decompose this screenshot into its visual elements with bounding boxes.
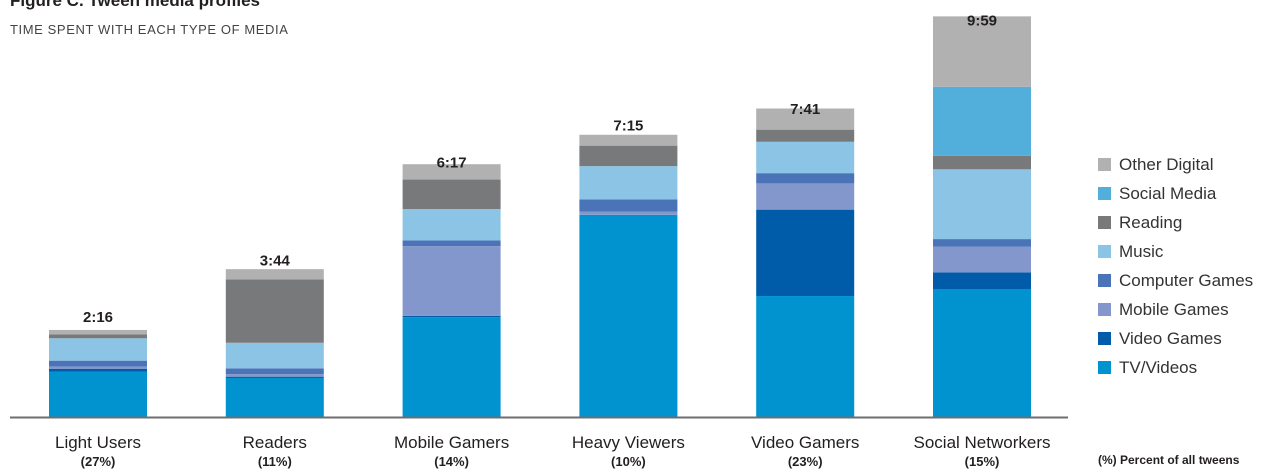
legend-item-music: Music <box>1098 237 1253 266</box>
legend-item-other-digital: Other Digital <box>1098 150 1253 179</box>
legend-item-mobile-games: Mobile Games <box>1098 295 1253 324</box>
bar-segment-social-networkers-reading <box>933 155 1031 170</box>
bar-segment-light-users-computer-games <box>49 360 147 367</box>
bar-segment-mobile-gamers-video-games <box>402 315 501 318</box>
legend-swatch-music <box>1098 245 1111 258</box>
bar-segment-heavy-viewers-reading <box>579 145 678 167</box>
bar-segment-video-gamers-computer-games <box>756 173 855 184</box>
bar-segment-light-users-mobile-games <box>49 366 147 369</box>
bar-segment-heavy-viewers-music <box>579 166 678 200</box>
bar-segment-social-networkers-computer-games <box>933 239 1031 247</box>
category-percent-video-gamers: (23%) <box>788 454 823 469</box>
legend: Other Digital Social Media Reading Music Com… <box>1098 150 1253 382</box>
bar-segment-video-gamers-mobile-games <box>756 183 855 210</box>
legend-item-social-media: Social Media <box>1098 179 1253 208</box>
bar-segment-video-gamers-music <box>756 141 855 174</box>
chart-subtitle: TIME SPENT WITH EACH TYPE OF MEDIA <box>10 22 289 37</box>
legend-label: Video Games <box>1119 328 1222 348</box>
category-label-mobile-gamers: Mobile Gamers <box>394 433 509 452</box>
total-label-social-networkers: 9:59 <box>967 13 997 30</box>
category-percent-mobile-gamers: (14%) <box>434 454 469 469</box>
bar-segment-readers-other-digital <box>225 269 324 280</box>
chart-title: Figure C. Tween media profiles <box>10 0 261 10</box>
bar-segment-mobile-gamers-reading <box>402 179 501 209</box>
category-label-social-networkers: Social Networkers <box>914 433 1051 452</box>
bar-segment-readers-tv-videos <box>225 377 324 417</box>
bar-segment-social-networkers-music <box>933 169 1031 240</box>
legend-swatch-tv-videos <box>1098 361 1111 374</box>
bar-segment-video-gamers-tv-videos <box>756 296 855 417</box>
bar-segment-light-users-other-digital <box>49 329 147 335</box>
bar-segment-mobile-gamers-other-digital <box>402 164 501 180</box>
legend-item-computer-games: Computer Games <box>1098 266 1253 295</box>
legend-swatch-computer-games <box>1098 274 1111 287</box>
category-percent-social-networkers: (15%) <box>965 454 1000 469</box>
bar-segment-light-users-tv-videos <box>49 371 147 417</box>
legend-label: Mobile Games <box>1119 299 1229 319</box>
bar-segment-video-gamers-reading <box>756 129 855 142</box>
legend-swatch-other-digital <box>1098 158 1111 171</box>
percent-note: (%) Percent of all tweens <box>1098 453 1240 467</box>
legend-item-reading: Reading <box>1098 208 1253 237</box>
bar-segment-mobile-gamers-computer-games <box>402 240 501 247</box>
bar-segment-readers-video-games <box>225 376 324 378</box>
bar-segment-mobile-gamers-music <box>402 209 501 241</box>
bar-segment-heavy-viewers-other-digital <box>579 134 678 146</box>
bar-segment-readers-reading <box>225 279 324 343</box>
legend-swatch-mobile-games <box>1098 303 1111 316</box>
legend-item-video-games: Video Games <box>1098 324 1253 353</box>
category-label-video-gamers: Video Gamers <box>751 433 859 452</box>
bar-segment-light-users-video-games <box>49 369 147 372</box>
legend-label: Social Media <box>1119 183 1217 203</box>
bar-segment-video-gamers-other-digital <box>756 108 855 130</box>
total-label-video-gamers: 7:41 <box>790 101 820 118</box>
legend-item-tv-videos: TV/Videos <box>1098 353 1253 382</box>
legend-label: Other Digital <box>1119 154 1214 174</box>
bar-segment-social-networkers-video-games <box>933 272 1031 289</box>
bar-segment-heavy-viewers-mobile-games <box>579 211 678 215</box>
category-label-readers: Readers <box>243 433 307 452</box>
bar-segment-light-users-music <box>49 338 147 361</box>
legend-swatch-video-games <box>1098 332 1111 345</box>
legend-label: Computer Games <box>1119 270 1254 290</box>
bar-segment-video-gamers-video-games <box>756 209 855 297</box>
bar-segment-readers-mobile-games <box>225 374 324 377</box>
category-percent-readers: (11%) <box>258 454 292 469</box>
total-label-mobile-gamers: 6:17 <box>437 155 467 172</box>
bar-segment-social-networkers-tv-videos <box>933 289 1031 417</box>
legend-label: TV/Videos <box>1119 357 1198 377</box>
category-percent-heavy-viewers: (10%) <box>611 454 646 469</box>
legend-swatch-reading <box>1098 216 1111 229</box>
bar-segment-mobile-gamers-tv-videos <box>402 317 501 417</box>
category-percent-light-users: (27%) <box>81 454 116 469</box>
bar-segment-readers-computer-games <box>225 368 324 375</box>
bar-segment-heavy-viewers-computer-games <box>579 199 678 212</box>
bar-segment-social-networkers-social-media <box>933 86 1031 156</box>
stacked-bar-chart: 2:16 Light Users (27%) 3:44 Readers (11%) 6:17… <box>10 13 1068 469</box>
total-label-light-users: 2:16 <box>83 309 113 326</box>
bar-segment-readers-music <box>225 342 324 369</box>
bar-segment-light-users-reading <box>49 334 147 339</box>
category-label-light-users: Light Users <box>55 433 141 452</box>
total-label-readers: 3:44 <box>260 253 291 270</box>
legend-label: Reading <box>1119 212 1183 232</box>
bar-segment-social-networkers-other-digital <box>933 16 1031 87</box>
bar-segment-social-networkers-mobile-games <box>933 246 1031 273</box>
category-label-heavy-viewers: Heavy Viewers <box>572 433 685 452</box>
legend-swatch-social-media <box>1098 187 1111 200</box>
legend-label: Music <box>1119 241 1164 261</box>
bar-segment-heavy-viewers-tv-videos <box>579 214 678 417</box>
bar-segment-mobile-gamers-mobile-games <box>402 246 501 316</box>
total-label-heavy-viewers: 7:15 <box>613 118 643 135</box>
